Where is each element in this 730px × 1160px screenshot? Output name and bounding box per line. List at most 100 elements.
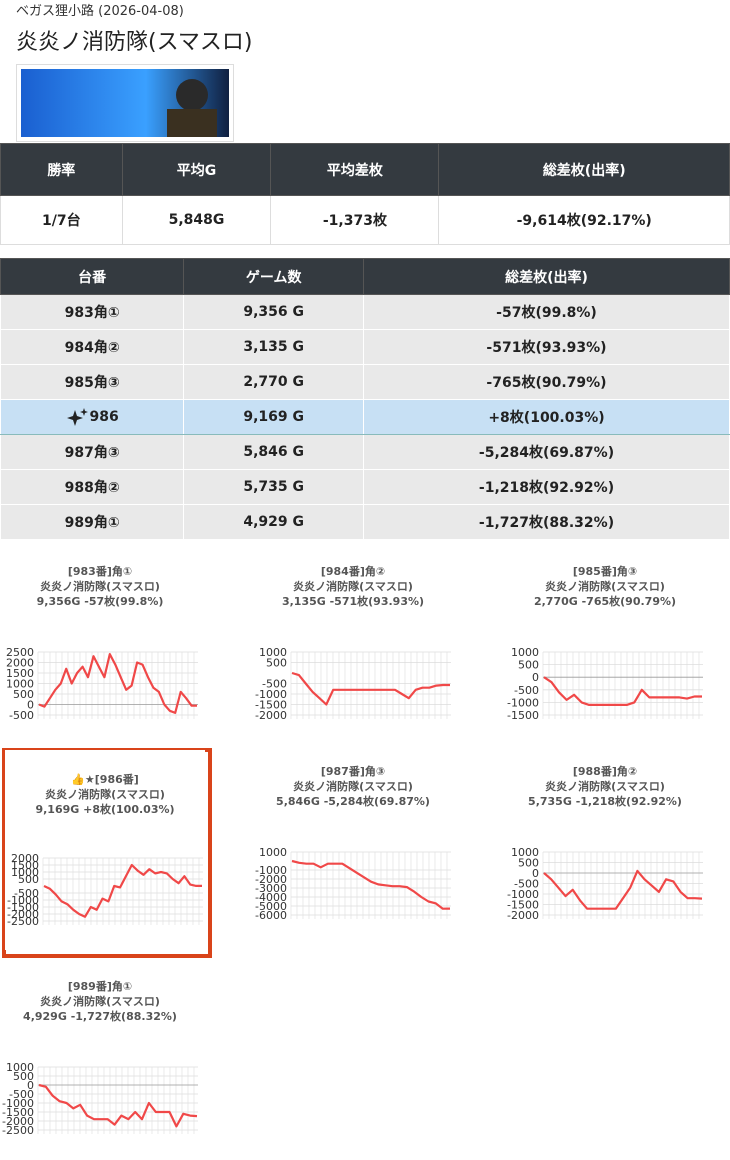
column-header: 平均G	[121, 143, 272, 196]
y-tick-label: 500	[266, 657, 287, 670]
chart-title: 9,169G +8枚(100.03%)	[35, 802, 174, 816]
cell-text: 988角②	[64, 480, 120, 496]
table-cell: -9,614枚(92.17%)	[438, 195, 730, 245]
chart-title: 5,846G -5,284枚(69.87%)	[276, 794, 430, 808]
table-cell: 9,169 G	[183, 399, 364, 435]
table-cell: -765枚(90.79%)	[362, 364, 730, 400]
chart-title: 炎炎ノ消防隊(スマスロ)	[40, 994, 160, 1008]
y-tick-label: -2000	[507, 909, 539, 922]
data-line	[43, 863, 202, 918]
table-cell: 987角③	[0, 434, 185, 470]
table-cell: -1,727枚(88.32%)	[362, 504, 730, 540]
y-tick-label: -1500	[7, 901, 39, 914]
title: 炎炎ノ消防隊(スマスロ)	[16, 30, 253, 55]
table-cell: 988角②	[0, 469, 185, 505]
column-header: 総差枚(出率)	[438, 143, 730, 196]
y-tick-label: -1000	[507, 888, 539, 901]
chart-title: [989番]角①	[68, 979, 132, 993]
data-line	[543, 869, 703, 910]
chart-title: 5,735G -1,218枚(92.92%)	[528, 794, 682, 808]
y-tick-label: 1000	[511, 646, 539, 659]
table-row: 988角② 5,735 G -1,218枚(92.92%)	[0, 469, 730, 505]
table-cell: 2,770 G	[183, 364, 364, 400]
cell-text: 985角③	[64, 375, 120, 391]
table-row: 989角① 4,929 G -1,727枚(88.32%)	[0, 504, 730, 540]
y-tick-label: 1000	[259, 646, 287, 659]
y-tick-label: -1000	[255, 864, 287, 877]
y-tick-label: -2000	[255, 873, 287, 886]
cell-text: 987角③	[64, 445, 120, 461]
data-line	[38, 1083, 198, 1128]
y-tick-label: -1500	[255, 699, 287, 712]
y-tick-label: -500	[14, 887, 39, 900]
y-tick-label: 0	[27, 1079, 34, 1092]
y-tick-label: -2500	[2, 1124, 34, 1137]
cell-text: -571枚(93.93%)	[486, 340, 607, 356]
data-line	[543, 676, 702, 706]
table-cell: 5,735 G	[183, 469, 364, 505]
y-tick-label: -1500	[507, 709, 539, 722]
table-cell: 985角③	[0, 364, 185, 400]
y-tick-label: 1000	[511, 846, 539, 859]
table-cell: 989角①	[0, 504, 185, 540]
chart-title: 炎炎ノ消防隊(スマスロ)	[545, 579, 665, 593]
chart-title: 2,770G -765枚(90.79%)	[534, 594, 676, 608]
chart-title: [988番]角②	[573, 764, 637, 778]
chart-title: 炎炎ノ消防隊(スマスロ)	[293, 579, 413, 593]
subtitle: ベガス狸小路 (2026-04-08)	[16, 4, 184, 19]
chart-title: [987番]角③	[321, 764, 385, 778]
chart-title: [983番]角①	[68, 564, 132, 578]
table-cell: -57枚(99.8%)	[362, 294, 730, 330]
y-tick-label: 2500	[6, 646, 34, 659]
y-tick-label: 1000	[6, 678, 34, 691]
y-tick-label: 1000	[259, 846, 287, 859]
cell-text: -1,727枚(88.32%)	[478, 515, 615, 531]
y-tick-label: -1000	[507, 696, 539, 709]
cell-text: 989角①	[64, 515, 120, 531]
y-tick-label: -2500	[7, 915, 39, 928]
table-cell: +8枚(100.03%)	[362, 399, 730, 435]
summary-table: 勝率 平均G 平均差枚 総差枚(出率) 1/7台 5,848G -1,373枚 -9,614枚…	[0, 143, 730, 245]
cell-text: 2,770 G	[243, 374, 304, 390]
cell-text: 9,169 G	[243, 409, 304, 425]
cell-text: -1,218枚(92.92%)	[478, 480, 615, 496]
column-header: 平均差枚	[270, 143, 440, 196]
chart-title: 👍★[986番]	[71, 772, 139, 786]
y-tick-label: 500	[518, 659, 539, 672]
table-cell: 4,929 G	[183, 504, 364, 540]
table-row: 983角① 9,356 G -57枚(99.8%)	[0, 294, 730, 330]
table-cell: 984角②	[0, 329, 185, 365]
y-tick-label: 500	[13, 688, 34, 701]
table-cell: 9,356 G	[183, 294, 364, 330]
column-header: 台番	[0, 258, 185, 295]
table-cell: 986	[0, 399, 185, 435]
machine-table: 台番 ゲーム数 総差枚(出率) 983角① 9,356 G -57枚(99.8%) 984角…	[0, 258, 730, 540]
data-line	[291, 671, 450, 706]
y-tick-label: 1500	[6, 667, 34, 680]
table-cell: 5,846 G	[183, 434, 364, 470]
sparkle	[66, 408, 88, 426]
y-tick-label: -3000	[255, 882, 287, 895]
table-cell: 3,135 G	[183, 329, 364, 365]
data-line	[291, 859, 451, 910]
y-tick-label: 500	[13, 1070, 34, 1083]
chart-title: [985番]角③	[573, 564, 637, 578]
y-tick-label: -500	[262, 678, 287, 691]
cell-text: -57枚(99.8%)	[496, 305, 597, 321]
y-tick-label: 0	[532, 867, 539, 880]
cell-text: 986	[89, 409, 119, 425]
y-tick-label: -1000	[255, 688, 287, 701]
banner-image	[16, 64, 234, 142]
y-tick-label: 0	[532, 671, 539, 684]
table-cell: -571枚(93.93%)	[362, 329, 730, 365]
y-tick-label: -2000	[255, 709, 287, 722]
y-tick-label: 0	[27, 699, 34, 712]
table-cell: 5,848G	[121, 195, 272, 245]
table-row: 985角③ 2,770 G -765枚(90.79%)	[0, 364, 730, 400]
